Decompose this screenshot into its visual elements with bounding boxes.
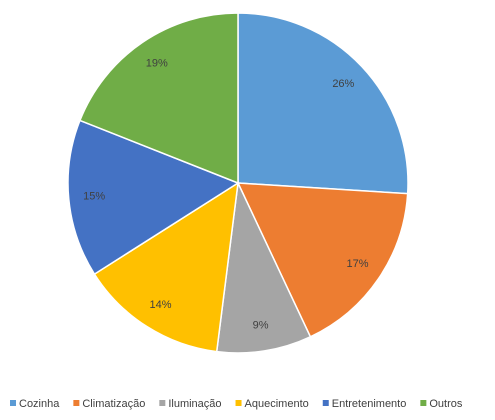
- pie-slice: [237, 12, 409, 195]
- data-label: 15%: [83, 191, 105, 203]
- legend-swatch: [73, 400, 80, 406]
- pie-slice: [236, 182, 409, 338]
- data-label: 19%: [146, 57, 168, 69]
- legend-label: Aquecimento: [245, 398, 309, 410]
- legend-swatch: [159, 400, 166, 406]
- legend-swatch: [235, 400, 242, 406]
- data-label: 9%: [253, 320, 269, 332]
- data-label: 14%: [150, 299, 172, 311]
- data-label: 26%: [332, 78, 354, 90]
- pie-slice: [67, 119, 240, 276]
- data-label: 17%: [346, 258, 368, 270]
- legend-swatch: [10, 400, 16, 406]
- pie-slice: [215, 180, 312, 354]
- legend-label: Cozinha: [19, 398, 60, 410]
- legend-swatch: [420, 400, 427, 406]
- legend-label: Iluminação: [168, 398, 221, 410]
- legend-swatch: [322, 400, 329, 406]
- pie-slice: [93, 181, 239, 353]
- legend-label: Climatização: [82, 398, 145, 410]
- legend-label: Outros: [429, 398, 463, 410]
- legend-label: Entretenimento: [332, 398, 407, 410]
- pie-slice: [78, 12, 239, 185]
